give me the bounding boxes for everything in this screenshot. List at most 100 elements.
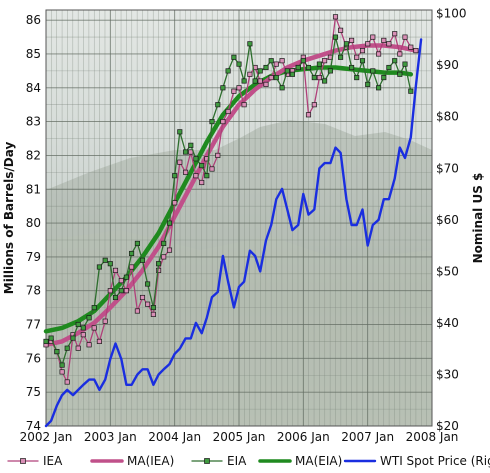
data-point-iea — [102, 318, 108, 324]
data-point-iea — [376, 51, 382, 57]
data-point-iea — [134, 308, 140, 314]
data-point-iea — [402, 34, 408, 40]
legend-marker — [204, 458, 210, 464]
data-point-iea — [392, 31, 398, 37]
data-point-eia — [247, 41, 253, 47]
data-point-eia — [75, 321, 81, 328]
legend-item-ma-iea: MA(IEA) — [90, 454, 174, 468]
y-tick-label: 76 — [26, 351, 41, 365]
y-tick-label: 79 — [26, 250, 41, 264]
y-tick-label: 74 — [26, 419, 41, 433]
x-tick-label: 2005 Jan — [213, 430, 266, 444]
data-point-eia — [112, 294, 119, 301]
data-point-eia — [129, 250, 135, 257]
y-tick-label: 75 — [26, 385, 41, 399]
data-point-iea — [199, 179, 205, 186]
y-right-tick-label: $70 — [436, 161, 459, 175]
data-point-iea — [209, 166, 215, 172]
data-point-eia — [123, 274, 129, 280]
data-point-eia — [354, 75, 360, 81]
data-point-iea — [305, 112, 312, 118]
data-point-iea — [365, 41, 371, 47]
data-point-iea — [332, 14, 339, 20]
data-point-eia — [370, 68, 376, 74]
data-point-eia — [295, 64, 301, 71]
data-point-iea — [64, 379, 70, 385]
series-line-iea — [45, 16, 417, 383]
data-point-eia — [376, 85, 382, 91]
data-point-iea — [177, 159, 183, 165]
data-point-eia — [86, 315, 92, 321]
data-point-iea — [354, 54, 360, 60]
data-point-eia — [118, 288, 124, 294]
y-tick-label: 85 — [26, 47, 41, 61]
y-tick-label: 80 — [26, 216, 41, 230]
x-tick-label: 2008 Jan — [406, 430, 459, 444]
data-point-iea — [408, 44, 414, 50]
data-point-iea — [397, 51, 403, 57]
y-axis-label: Millions of Barrels/Day — [2, 142, 16, 295]
data-point-iea — [123, 288, 129, 294]
y-tick-label: 82 — [26, 148, 41, 162]
data-point-eia — [252, 78, 258, 84]
data-point-eia — [215, 102, 221, 108]
data-point-eia — [139, 257, 146, 263]
data-point-eia — [172, 173, 178, 179]
legend-item-wti-spot-price-right: WTI Spot Price (Right) — [343, 454, 490, 468]
data-point-eia — [397, 71, 403, 77]
data-point-iea — [273, 61, 279, 67]
data-point-iea — [145, 301, 151, 307]
data-point-iea — [80, 332, 86, 338]
data-point-eia — [365, 81, 371, 87]
data-point-iea — [370, 34, 376, 40]
data-point-eia — [386, 64, 392, 71]
data-point-iea — [150, 311, 156, 317]
y-right-tick-label: $100 — [436, 7, 467, 21]
y-tick-label: 84 — [26, 81, 41, 95]
data-point-eia — [300, 58, 306, 64]
y-right-tick-label: $50 — [436, 264, 459, 278]
data-point-iea — [183, 169, 189, 175]
data-point-eia — [408, 88, 414, 94]
data-point-iea — [381, 37, 387, 43]
data-point-eia — [70, 335, 76, 341]
data-point-iea — [129, 264, 135, 270]
data-point-eia — [268, 58, 274, 64]
data-point-iea — [311, 102, 317, 108]
data-point-iea — [75, 345, 81, 351]
data-point-eia — [91, 305, 97, 311]
data-point-eia — [381, 75, 387, 81]
data-point-iea — [247, 71, 253, 77]
data-point-iea — [316, 75, 322, 81]
data-point-iea — [59, 369, 65, 375]
data-point-eia — [273, 75, 279, 81]
data-point-eia — [343, 41, 349, 47]
x-tick-label: 2006 Jan — [277, 430, 330, 444]
data-point-eia — [102, 257, 108, 263]
data-point-iea — [279, 58, 285, 64]
data-point-iea — [225, 108, 231, 115]
data-point-eia — [322, 78, 328, 84]
data-point-iea — [172, 200, 178, 206]
data-point-eia — [332, 34, 339, 40]
data-point-eia — [150, 305, 156, 311]
data-point-eia — [225, 68, 231, 74]
data-point-eia — [279, 85, 285, 91]
data-point-eia — [236, 61, 242, 67]
data-point-eia — [199, 163, 205, 169]
axes: 74 75 76 77 78 79 80 81 82 83 84 85 86 $20 $30 $40 $50 $6… — [20, 7, 467, 444]
y-tick-label: 86 — [26, 13, 41, 27]
data-point-iea — [263, 81, 269, 87]
data-point-eia — [284, 68, 290, 74]
data-point-eia — [54, 349, 60, 355]
y-right-tick-label: $90 — [436, 58, 459, 72]
data-point-iea — [241, 102, 247, 108]
data-point-iea — [112, 267, 119, 273]
data-point-eia — [349, 64, 355, 71]
data-point-eia — [241, 78, 247, 84]
data-point-eia — [59, 362, 65, 368]
data-point-eia — [166, 220, 173, 226]
data-point-eia — [392, 58, 398, 64]
y-right-tick-label: $60 — [436, 213, 459, 227]
legend-marker — [20, 458, 26, 464]
